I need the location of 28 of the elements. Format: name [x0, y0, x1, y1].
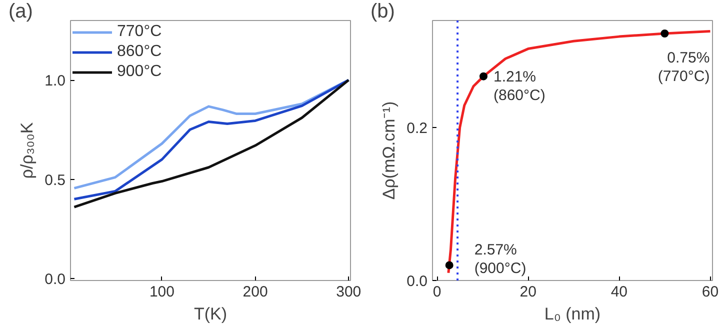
- x-axis-title: L₀ (nm): [544, 304, 601, 324]
- point: [660, 30, 669, 38]
- y-axis-title: ρ/ρ₃₀₀K: [18, 122, 37, 179]
- y-tick-label: 0.5: [44, 172, 66, 189]
- x-tick-label: 100: [149, 284, 174, 300]
- y-tick-label: 1.0: [44, 72, 66, 90]
- x-tick-label: 200: [242, 284, 268, 300]
- chart-title: (b): [370, 0, 395, 22]
- y-tick-label: 0.2: [406, 120, 428, 138]
- x-tick-label: 0: [432, 284, 442, 300]
- x-tick-label: 60: [702, 284, 719, 300]
- line-series: [447, 30, 712, 274]
- annotation: 0.75% (770°C): [658, 50, 710, 86]
- y-tick-label: 0.0: [406, 273, 428, 290]
- x-axis-title: T(K): [194, 304, 228, 324]
- legend-label: 860°C: [117, 43, 162, 61]
- legend-label: 770°C: [117, 23, 162, 41]
- y-axis-title: Δρ(mΩ.cm⁻¹): [380, 101, 399, 200]
- x-tick-label: 20: [520, 284, 536, 300]
- legend-label: 900°C: [117, 63, 162, 81]
- chart-title: (a): [8, 0, 33, 22]
- point: [445, 261, 454, 270]
- x-tick-label: 40: [610, 284, 628, 300]
- annotation: 2.57% (900°C): [474, 242, 526, 278]
- y-tick-label: 0.0: [44, 271, 66, 288]
- x-tick-label: 300: [336, 284, 362, 300]
- point: [479, 72, 488, 80]
- annotation: 1.21% (860°C): [493, 68, 546, 104]
